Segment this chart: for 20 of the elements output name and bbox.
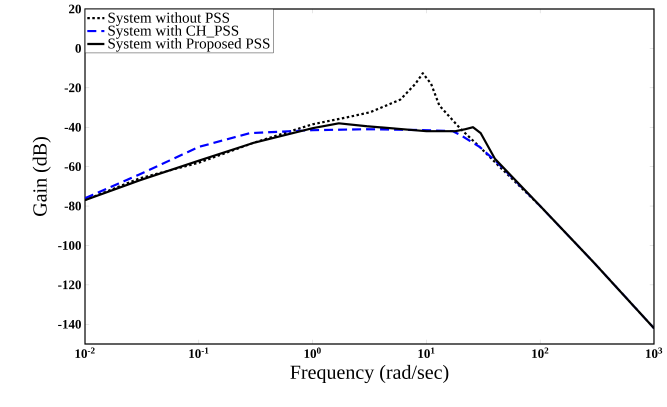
legend-label: System without PSS [108, 12, 230, 26]
x-tick-label: 10$^{2}$ [532, 348, 548, 358]
x-tick-label: 10$^{0}$ [304, 348, 321, 358]
x-axis-title: Frequency (rad/sec) [290, 364, 448, 384]
x-tick-label: 10$^{3}$ [646, 348, 662, 358]
y-tick-label: -40 [64, 122, 81, 132]
legend-label: System with CH_PSS [108, 25, 238, 39]
y-tick-label: -80 [64, 202, 81, 210]
legend-label: System with Proposed PSS [108, 38, 270, 52]
y-tick-label: -100 [58, 241, 81, 250]
y-tick-label: -140 [58, 320, 81, 329]
y-tick-label: -20 [64, 83, 81, 92]
y-axis-title: Gain (dB) [32, 137, 51, 216]
x-tick-label: 10$^{1}$ [418, 348, 434, 358]
x-tick-label: 10$^{-1}$ [189, 348, 208, 358]
y-tick-label: -60 [64, 162, 81, 172]
y-tick-label: 0 [75, 44, 81, 53]
y-tick-label: 20 [69, 4, 81, 14]
x-tick-label: 10$^{-2}$ [76, 348, 95, 358]
y-tick-label: -120 [58, 280, 81, 290]
